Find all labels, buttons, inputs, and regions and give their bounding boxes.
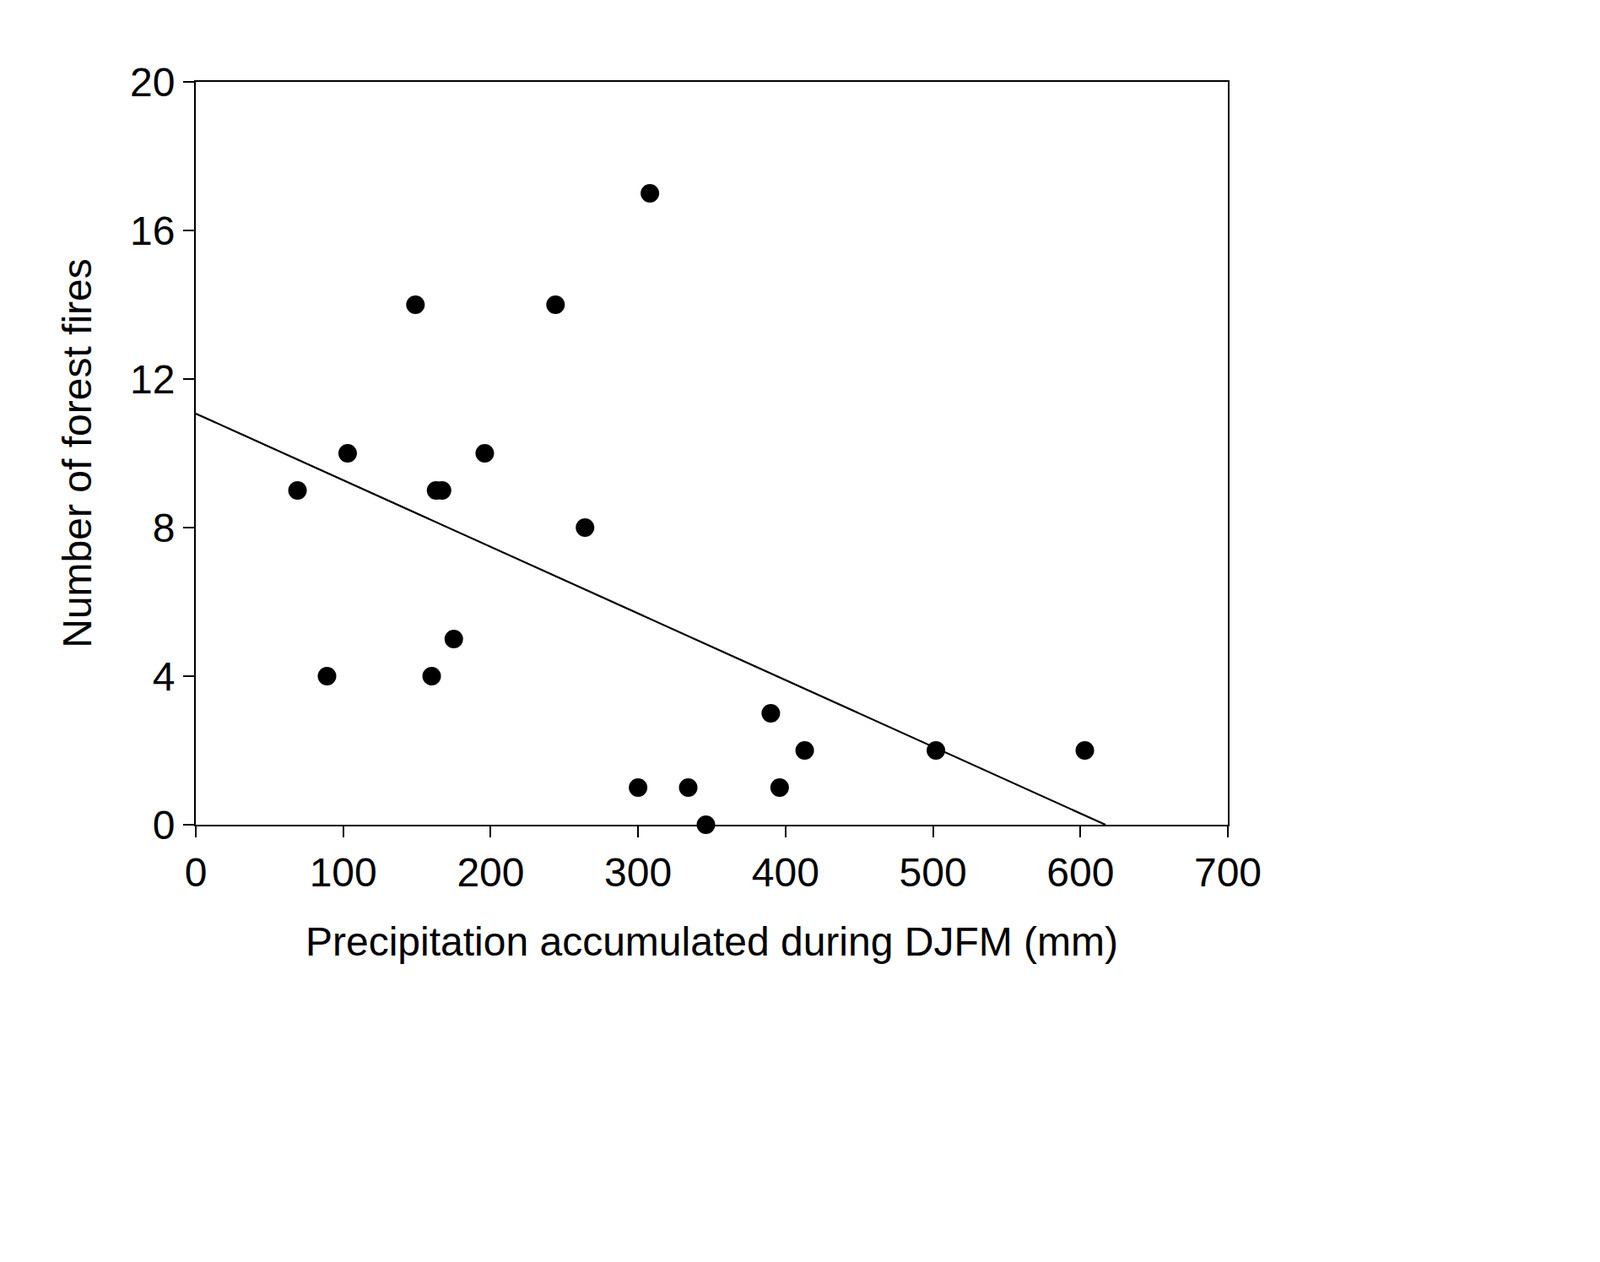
svg-text:300: 300: [604, 849, 672, 895]
svg-text:16: 16: [129, 208, 175, 254]
svg-text:20: 20: [129, 59, 175, 105]
svg-text:200: 200: [456, 849, 525, 895]
svg-text:0: 0: [184, 849, 208, 895]
svg-text:Number of forest fires: Number of forest fires: [54, 258, 100, 648]
svg-text:600: 600: [1046, 849, 1114, 895]
svg-text:500: 500: [899, 849, 968, 895]
svg-text:4: 4: [152, 654, 176, 699]
svg-text:100: 100: [309, 849, 378, 895]
svg-text:400: 400: [751, 849, 820, 895]
svg-text:12: 12: [129, 356, 175, 402]
svg-text:8: 8: [152, 505, 176, 551]
svg-text:Precipitation accumulated duri: Precipitation accumulated during DJFM (m…: [305, 918, 1119, 964]
svg-text:700: 700: [1194, 849, 1262, 895]
svg-text:0: 0: [152, 802, 176, 848]
